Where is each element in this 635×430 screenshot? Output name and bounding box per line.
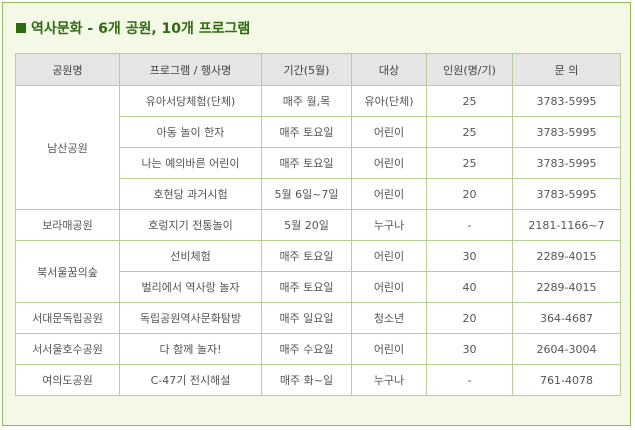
program-cell: 아동 놀이 한자 — [119, 116, 262, 148]
contact-cell: 364-4687 — [512, 302, 621, 334]
capacity-cell: 25 — [426, 147, 513, 179]
period-cell: 매주 수요일 — [261, 333, 352, 365]
period-cell: 5월 20일 — [261, 209, 352, 241]
program-cell: 유아서당체험(단체) — [119, 85, 262, 117]
contact-cell: 3783-5995 — [512, 116, 621, 148]
target-cell: 어린이 — [351, 116, 427, 148]
contact-cell: 3783-5995 — [512, 147, 621, 179]
period-cell: 매주 토요일 — [261, 271, 352, 303]
table-row: 호현당 과거시험 5월 6일~7일 어린이 20 3783-5995 — [16, 178, 621, 210]
program-cell: 다 함께 놀자! — [119, 333, 262, 365]
square-bullet-icon — [16, 23, 26, 33]
contact-cell: 2289-4015 — [512, 271, 621, 303]
table-row: 여의도공원 C-47기 전시해설 매주 화~일 누구나 - 761-4078 — [15, 364, 621, 396]
program-cell: 독립공원역사문화탐방 — [119, 302, 262, 334]
program-cell: C-47기 전시해설 — [119, 364, 262, 396]
target-cell: 청소년 — [351, 302, 427, 334]
program-cell: 호렁지기 전통놀이 — [119, 209, 262, 241]
target-cell: 어린이 — [351, 271, 427, 303]
period-cell: 매주 화~일 — [261, 364, 352, 396]
program-table: 공원명 프로그램 / 행사명 기간(5월) 대상 인원(명/기) 문 의 남산공… — [15, 53, 621, 396]
section-title: 역사문화 - 6개 공원, 10개 프로그램 — [31, 21, 251, 37]
capacity-cell: 20 — [426, 302, 513, 334]
table-row: 나는 예의바른 어린이 매주 토요일 어린이 25 3783-5995 — [16, 147, 621, 179]
park-name-cell: 남산공원 — [15, 85, 120, 210]
program-cell: 벌리에서 역사랑 놀자 — [119, 271, 262, 303]
table-row: 남산공원 유아서당체험(단체) 매주 월,목 유아(단체) 25 3783-59… — [15, 85, 621, 210]
section-heading: 역사문화 - 6개 공원, 10개 프로그램 — [16, 18, 250, 38]
capacity-cell: 40 — [426, 271, 513, 303]
period-cell: 5월 6일~7일 — [261, 178, 352, 210]
period-cell: 매주 월,목 — [261, 85, 352, 117]
header-target: 대상 — [351, 53, 427, 86]
header-period: 기간(5월) — [261, 53, 352, 86]
park-name-cell: 북서울꿈의숲 — [15, 240, 120, 303]
period-cell: 매주 일요일 — [261, 302, 352, 334]
park-name-cell: 보라매공원 — [15, 209, 120, 241]
capacity-cell: - — [426, 364, 513, 396]
table-row: 서대문독립공원 독립공원역사문화탐방 매주 일요일 청소년 20 364-468… — [15, 302, 621, 334]
capacity-cell: - — [426, 209, 513, 241]
target-cell: 유아(단체) — [351, 85, 427, 117]
contact-cell: 761-4078 — [512, 364, 621, 396]
target-cell: 어린이 — [351, 147, 427, 179]
target-cell: 누구나 — [351, 209, 427, 241]
capacity-cell: 30 — [426, 333, 513, 365]
contact-cell: 2289-4015 — [512, 240, 621, 272]
table-header-row: 공원명 프로그램 / 행사명 기간(5월) 대상 인원(명/기) 문 의 — [15, 53, 621, 86]
capacity-cell: 25 — [426, 116, 513, 148]
contact-cell: 3783-5995 — [512, 85, 621, 117]
program-cell: 호현당 과거시험 — [119, 178, 262, 210]
contact-cell: 2181-1166~7 — [512, 209, 621, 241]
table-row: 서서울호수공원 다 함께 놀자! 매주 수요일 어린이 30 2604-3004 — [15, 333, 621, 365]
target-cell: 누구나 — [351, 364, 427, 396]
header-capacity: 인원(명/기) — [426, 53, 513, 86]
table-row: 북서울꿈의숲 선비체험 매주 토요일 어린이 30 2289-4015 — [15, 240, 621, 303]
table-row: 아동 놀이 한자 매주 토요일 어린이 25 3783-5995 — [16, 116, 621, 148]
program-cell: 나는 예의바른 어린이 — [119, 147, 262, 179]
table-row: 보라매공원 호렁지기 전통놀이 5월 20일 누구나 - 2181-1166~7 — [15, 209, 621, 241]
contact-cell: 3783-5995 — [512, 178, 621, 210]
capacity-cell: 20 — [426, 178, 513, 210]
period-cell: 매주 토요일 — [261, 147, 352, 179]
park-name-cell: 서서울호수공원 — [15, 333, 120, 365]
park-name-cell: 서대문독립공원 — [15, 302, 120, 334]
target-cell: 어린이 — [351, 333, 427, 365]
target-cell: 어린이 — [351, 240, 427, 272]
contact-cell: 2604-3004 — [512, 333, 621, 365]
header-park-name: 공원명 — [15, 53, 120, 86]
target-cell: 어린이 — [351, 178, 427, 210]
period-cell: 매주 토요일 — [261, 240, 352, 272]
capacity-cell: 25 — [426, 85, 513, 117]
park-name-cell: 여의도공원 — [15, 364, 120, 396]
header-contact: 문 의 — [512, 53, 621, 86]
period-cell: 매주 토요일 — [261, 116, 352, 148]
header-program-name: 프로그램 / 행사명 — [119, 53, 262, 86]
program-cell: 선비체험 — [119, 240, 262, 272]
capacity-cell: 30 — [426, 240, 513, 272]
